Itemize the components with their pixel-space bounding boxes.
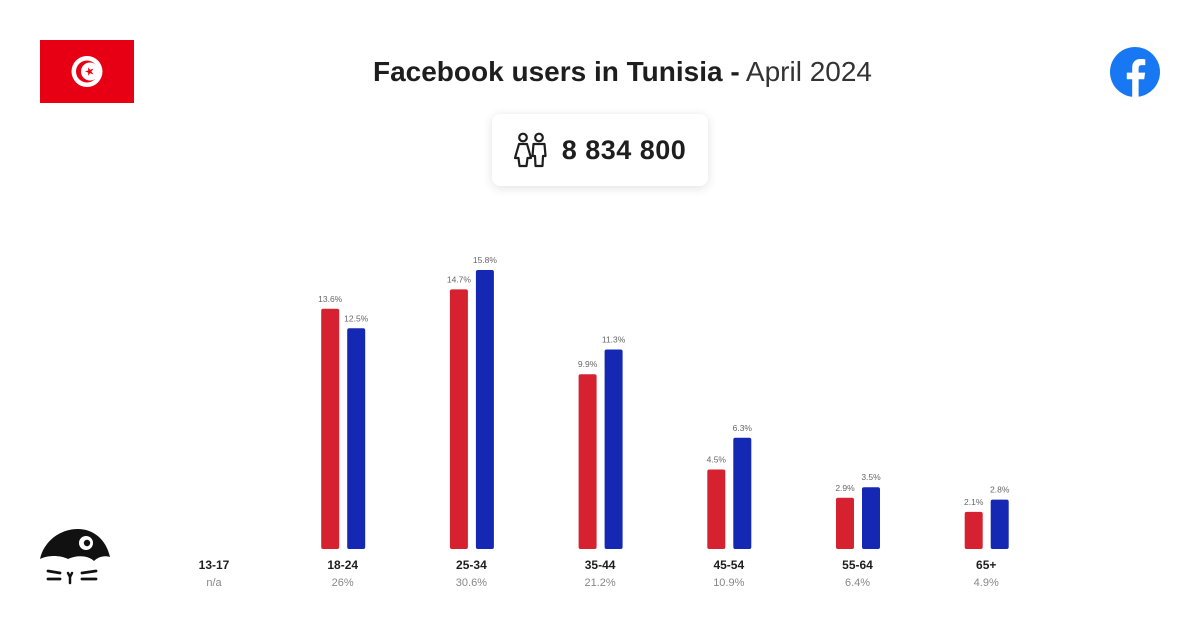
age-group-share-label: 21.2% <box>584 577 615 589</box>
title-date: April 2024 <box>745 56 872 87</box>
bar-55-64-series-0 <box>836 497 854 549</box>
bar-25-34-series-0 <box>449 289 468 549</box>
bar-55-64-series-1 <box>862 487 880 549</box>
age-group-label: 13-17 <box>199 558 230 572</box>
bar-value-label: 2.8% <box>990 485 1010 495</box>
age-group-label: 25-34 <box>456 558 487 572</box>
tunisia-flag-icon <box>40 40 134 103</box>
bar-value-label: 9.9% <box>578 359 598 369</box>
people-icon <box>513 132 547 168</box>
age-group-label: 55-64 <box>842 558 873 572</box>
age-group-label: 65+ <box>976 558 996 572</box>
bar-value-label: 14.7% <box>447 274 472 284</box>
bar-value-label: 3.5% <box>861 472 881 482</box>
title-main: Facebook users in Tunisia - <box>372 56 740 87</box>
bar-value-label: 4.5% <box>707 455 727 465</box>
bar-value-label: 11.3% <box>602 335 626 345</box>
age-group-share-label: 30.6% <box>456 577 487 589</box>
bar-65+-series-0 <box>964 511 983 549</box>
bar-18-24-series-1 <box>347 328 366 549</box>
bar-value-label: 2.1% <box>964 497 984 507</box>
bar-35-44-series-1 <box>604 349 623 549</box>
bar-value-label: 6.3% <box>733 423 753 433</box>
bar-25-34-series-1 <box>475 270 494 549</box>
bar-35-44-series-0 <box>578 374 597 549</box>
total-users-value: 8 834 800 <box>561 134 687 165</box>
page-title: Facebook users in Tunisia - April 2024 <box>0 54 1200 90</box>
bar-45-54-series-1 <box>733 437 752 549</box>
age-group-share-label: n/a <box>206 577 222 589</box>
age-group-share-label: 4.9% <box>974 577 999 589</box>
bar-value-label: 13.6% <box>318 294 343 304</box>
age-group-share-label: 10.9% <box>713 577 744 589</box>
bar-65+-series-1 <box>990 499 1009 549</box>
total-users-card: 8 834 800 <box>492 114 708 186</box>
bar-value-label: 15.8% <box>473 255 498 265</box>
bar-value-label: 2.9% <box>835 483 855 493</box>
cat-mascot-icon <box>40 529 110 585</box>
age-group-share-label: 6.4% <box>845 577 870 589</box>
age-group-share-label: 26% <box>332 577 354 589</box>
age-group-label: 18-24 <box>327 558 358 572</box>
age-group-label: 35-44 <box>585 558 616 572</box>
age-group-label: 45-54 <box>713 558 744 572</box>
bar-18-24-series-0 <box>321 308 340 549</box>
facebook-logo-icon <box>1110 47 1160 97</box>
bar-value-label: 12.5% <box>344 313 369 323</box>
bar-45-54-series-0 <box>707 469 726 549</box>
